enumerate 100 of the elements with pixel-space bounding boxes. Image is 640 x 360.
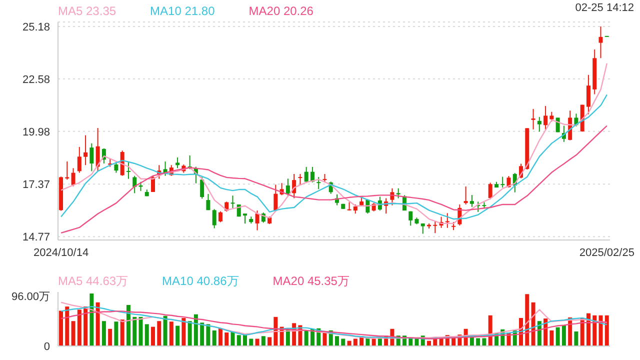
bar: [120, 320, 124, 346]
candlestick: [550, 111, 554, 122]
bar: [261, 336, 266, 346]
bar: [476, 338, 480, 346]
bar: [556, 327, 560, 346]
y-tick-label: 25.18: [22, 21, 50, 34]
bar: [188, 321, 192, 346]
bar: [65, 306, 70, 346]
bar: [592, 315, 597, 346]
bar: [604, 315, 609, 346]
candlestick: [255, 210, 260, 231]
bar: [372, 338, 376, 346]
bar: [249, 338, 254, 346]
bar: [59, 310, 63, 346]
candlestick: [243, 213, 247, 224]
bar: [200, 322, 204, 346]
bar: [182, 318, 186, 346]
bar: [176, 326, 180, 346]
bar: [562, 325, 566, 346]
bar: [550, 330, 554, 346]
candlestick: [537, 116, 542, 132]
candlestick: [114, 162, 118, 174]
y-tick-label: 96.00万: [11, 291, 50, 304]
bar: [335, 336, 339, 346]
bar: [96, 302, 100, 346]
y-tick-label: 0: [44, 340, 50, 353]
candlestick: [586, 74, 590, 115]
line-series: [60, 62, 608, 224]
candlestick: [470, 194, 474, 208]
candlestick: [200, 176, 204, 200]
candlestick: [531, 108, 536, 130]
candlestick: [445, 212, 450, 228]
bar: [224, 332, 229, 346]
line-series: [60, 125, 608, 234]
bar: [132, 316, 137, 346]
candlestick: [598, 26, 603, 59]
bar: [304, 330, 308, 346]
bar: [341, 338, 346, 346]
candlestick: [90, 142, 94, 172]
candlestick: [71, 168, 76, 187]
text: MA5 23.35: [58, 4, 116, 18]
candlestick: [151, 175, 155, 192]
text: MA10 21.80: [150, 4, 215, 18]
y-tick-label: 14.77: [22, 231, 50, 244]
bar: [194, 314, 198, 346]
text: 02-25 14:12: [575, 2, 634, 14]
bar: [90, 294, 94, 346]
candlestick: [230, 195, 235, 209]
candlestick: [464, 186, 468, 205]
bar: [102, 321, 106, 346]
candlestick: [316, 176, 321, 190]
candlestick: [176, 156, 180, 169]
y-tick-label: 19.98: [22, 126, 50, 138]
bar: [71, 321, 76, 346]
bar: [255, 338, 260, 346]
candlestick: [212, 208, 216, 229]
candlestick: [96, 127, 100, 172]
series-label: MA5 44.63万: [58, 272, 128, 290]
bar: [163, 316, 168, 346]
candlestick: [544, 105, 548, 131]
candlestick: [396, 188, 400, 199]
candlestick: [433, 220, 438, 234]
bar: [114, 322, 118, 346]
bar: [414, 338, 419, 346]
bar: [157, 321, 162, 346]
bar: [268, 337, 272, 346]
candlestick: [77, 146, 82, 174]
bar: [169, 322, 174, 346]
bar: [206, 324, 210, 346]
bar: [84, 306, 88, 346]
bar: [574, 331, 578, 346]
bar: [212, 330, 216, 346]
candlestick: [132, 175, 137, 194]
bar: [108, 328, 112, 346]
bar: [218, 328, 222, 346]
candlestick: [500, 176, 505, 188]
bar: [598, 315, 603, 346]
candlestick: [408, 210, 413, 226]
bar: [151, 326, 155, 346]
bar: [525, 294, 530, 346]
candlestick: [353, 204, 358, 214]
bar: [353, 338, 358, 346]
candlestick: [488, 182, 492, 200]
bar: [144, 324, 149, 346]
candlestick: [84, 134, 88, 166]
bar: [482, 338, 486, 346]
text: MA10 40.86万: [162, 272, 239, 290]
bar: [77, 310, 82, 346]
candlestick: [218, 210, 222, 223]
text: MA20 20.26: [248, 4, 314, 18]
bar: [274, 316, 278, 346]
text: MA20 45.35万: [272, 272, 350, 290]
bar: [236, 335, 241, 346]
candlestick: [298, 173, 302, 186]
x-tick-label: 2025/02/25: [579, 246, 634, 259]
candlestick: [126, 162, 130, 180]
candlestick: [206, 193, 210, 211]
bar: [138, 316, 143, 346]
x-tick-label: 2024/10/14: [34, 246, 89, 259]
candlestick: [65, 160, 70, 180]
